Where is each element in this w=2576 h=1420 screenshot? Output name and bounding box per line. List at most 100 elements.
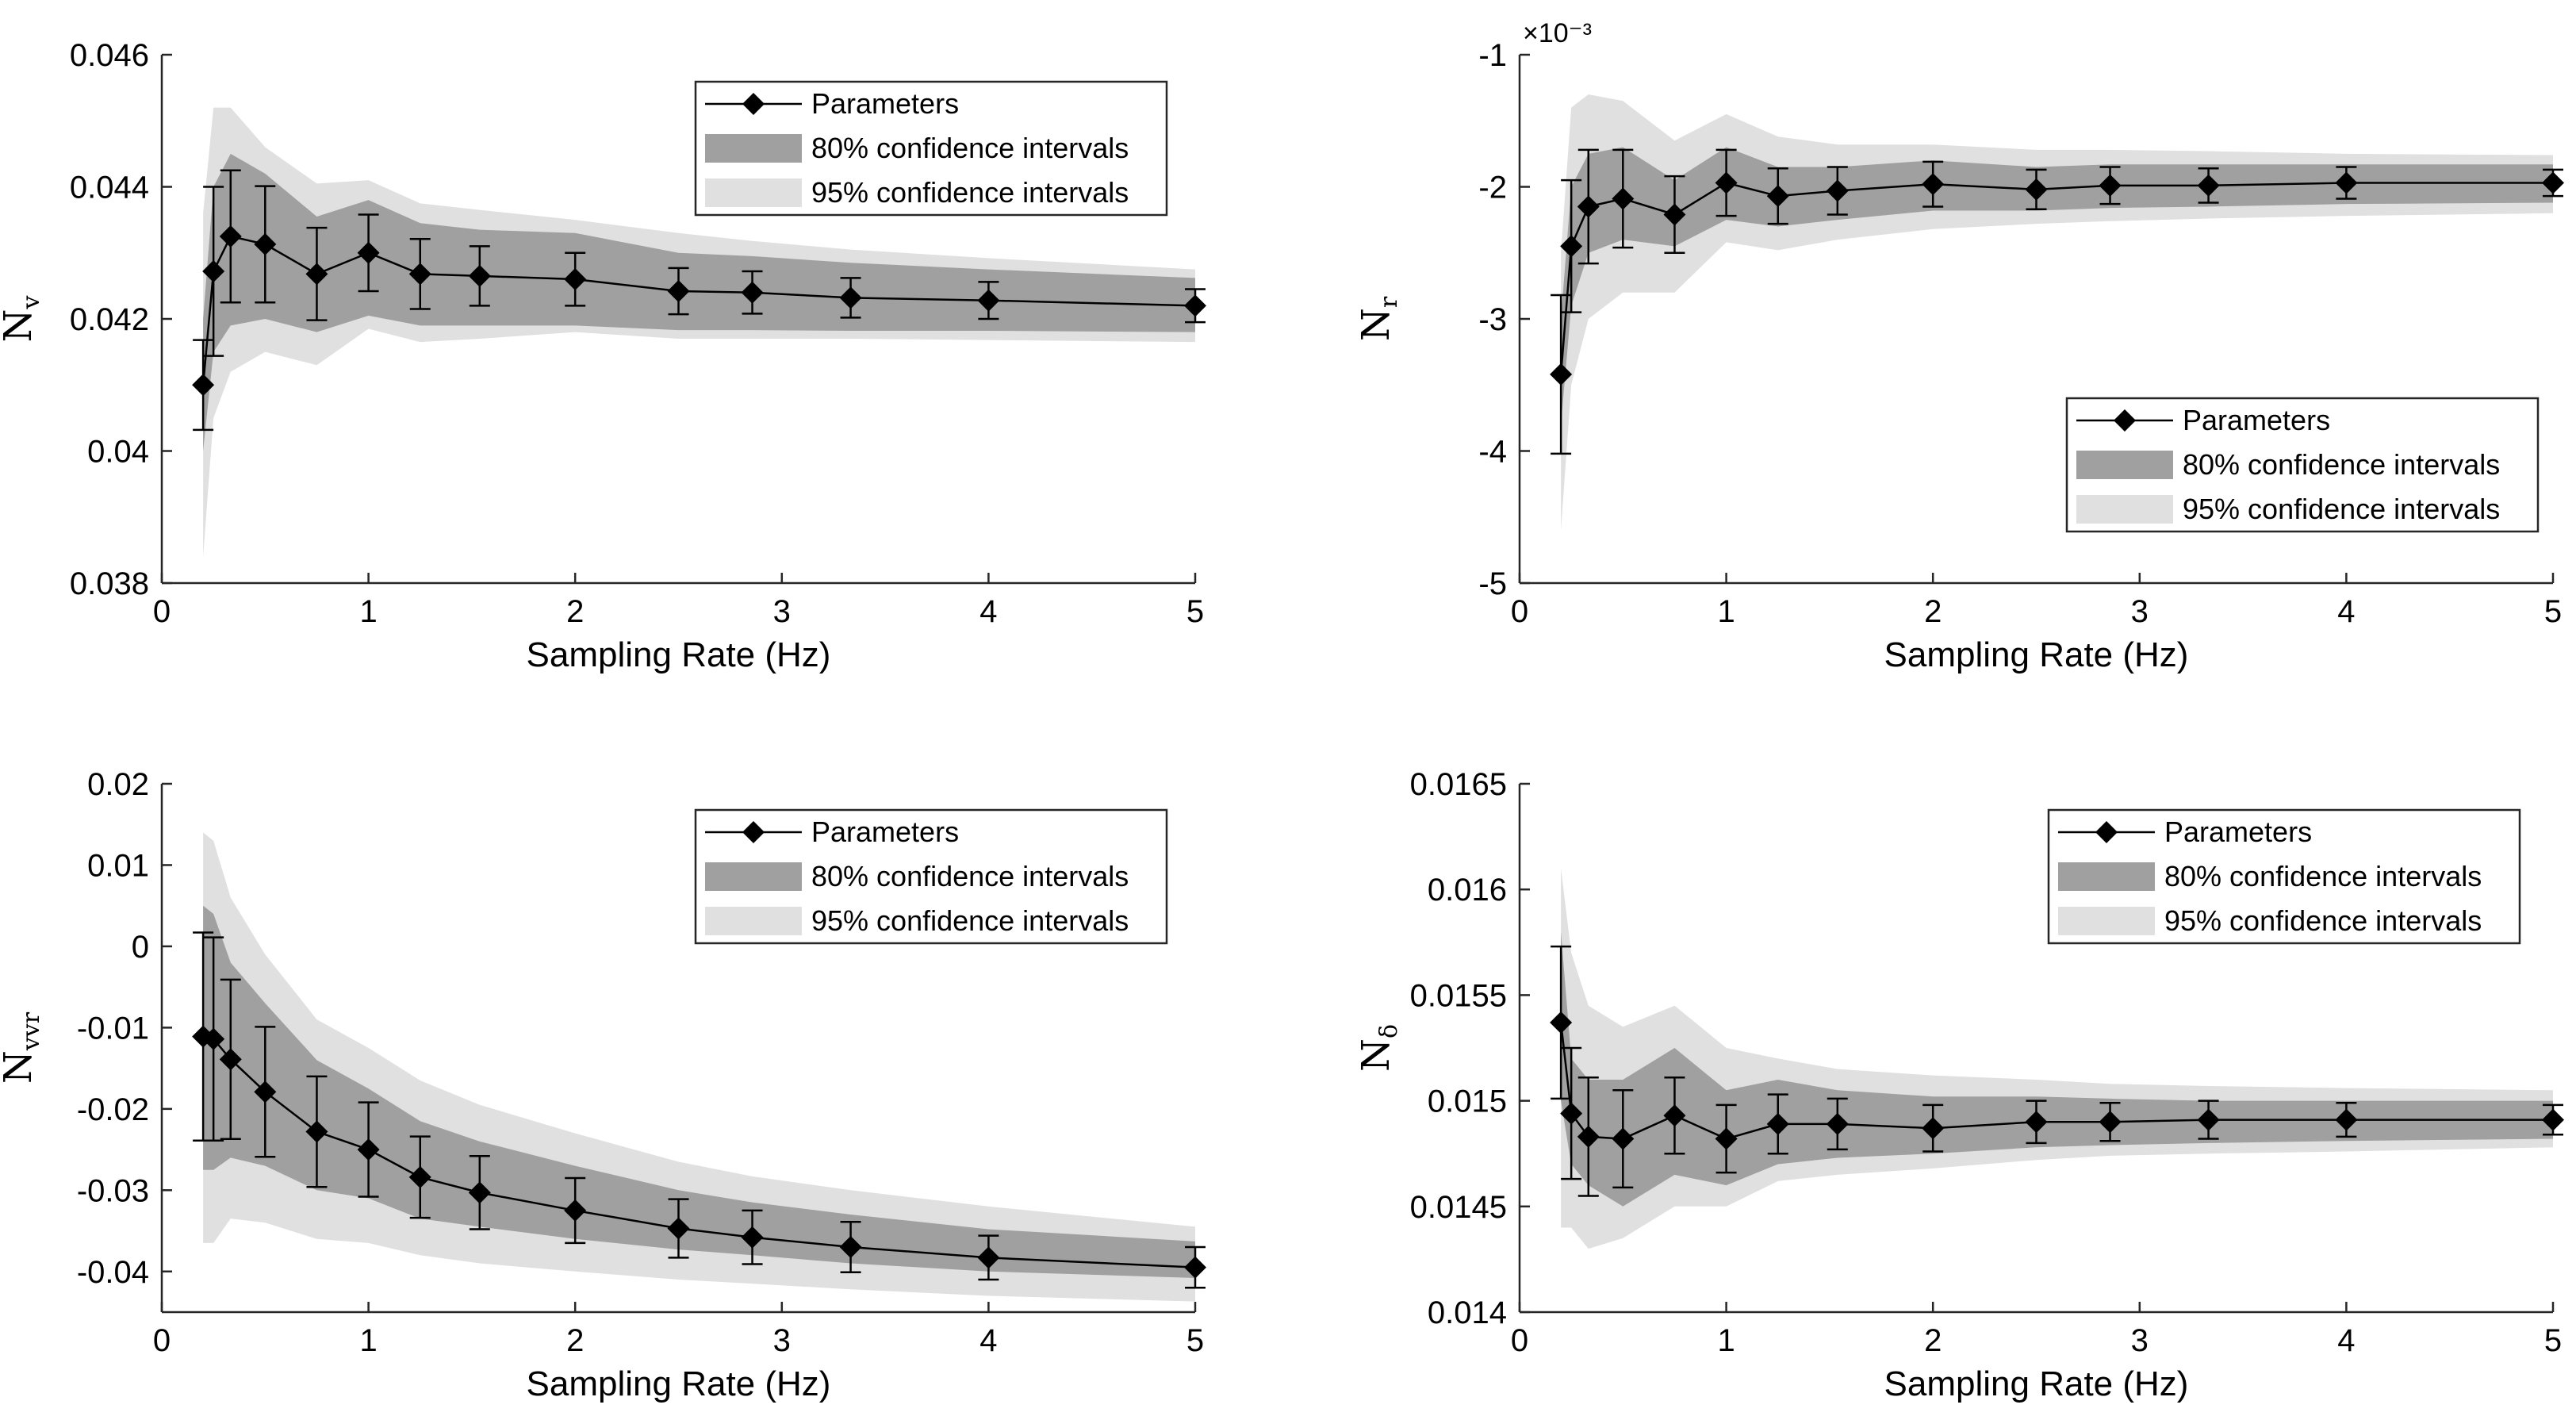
legend-marker-swatch — [2114, 409, 2136, 432]
axis-exponent-label: ×10⁻³ — [1523, 18, 1592, 48]
data-point-marker — [468, 264, 491, 287]
data-point-marker — [2099, 1111, 2122, 1134]
legend: Parameters 80% confidence intervals 95% co… — [2047, 808, 2521, 945]
data-point-marker — [1577, 1125, 1600, 1148]
legend-label: 80% confidence intervals — [811, 860, 1129, 892]
x-axis-title: Sampling Rate (Hz) — [527, 635, 831, 674]
data-point-marker — [202, 260, 225, 283]
data-point-marker — [1560, 235, 1583, 258]
data-point-marker — [1715, 1127, 1738, 1150]
y-tick-label: 0.016 — [1428, 873, 1507, 908]
y-tick-label: -0.01 — [77, 1011, 149, 1046]
legend-ci95-swatch — [705, 178, 802, 207]
data-point-marker — [2335, 1108, 2358, 1131]
y-axis-title-sub: r — [1375, 296, 1403, 308]
y-axis-title: Nr — [1354, 296, 1403, 341]
x-tick-label: 4 — [979, 1323, 997, 1358]
data-point-marker — [357, 241, 380, 264]
y-axis-title-sub: v — [17, 295, 45, 309]
legend-label: Parameters — [2164, 816, 2312, 848]
data-point-marker — [305, 263, 328, 286]
data-point-marker — [2335, 171, 2358, 194]
data-point-marker — [2025, 178, 2048, 201]
legend-ci80-swatch — [2058, 862, 2155, 891]
y-tick-label: -2 — [1478, 171, 1507, 205]
legend-ci80-swatch — [705, 862, 802, 891]
y-tick-label: -5 — [1478, 566, 1507, 601]
y-axis-title-main: N — [1354, 308, 1398, 341]
x-tick-label: 1 — [1717, 594, 1735, 629]
panel-1: 0 1 2 3 4 5 0.038 0.04 0.042 0.044 0.046 Sampling R… — [0, 38, 1206, 674]
legend-label: 95% confidence intervals — [811, 904, 1129, 937]
data-point-marker — [468, 1181, 491, 1204]
data-point-marker — [1766, 1112, 1789, 1135]
x-tick-label: 4 — [979, 594, 997, 629]
y-axis-title: Nvvr — [0, 1011, 45, 1084]
y-tick-label: 0.038 — [70, 566, 149, 601]
y-tick-label: -3 — [1478, 302, 1507, 337]
y-tick-label: -0.04 — [77, 1255, 149, 1290]
data-point-marker — [1663, 203, 1686, 226]
data-point-marker — [2197, 174, 2220, 197]
ci80-band — [1561, 931, 2553, 1207]
y-tick-label: -4 — [1478, 435, 1507, 470]
y-tick-label: 0 — [132, 930, 149, 965]
x-tick-label: 5 — [1186, 594, 1204, 629]
y-axis-title-sub: δ — [1375, 1024, 1403, 1038]
data-point-marker — [202, 1027, 225, 1050]
data-point-marker — [1550, 1011, 1573, 1034]
y-tick-label: -0.03 — [77, 1173, 149, 1208]
x-tick-label: 4 — [2337, 1323, 2355, 1358]
data-point-marker — [1612, 1127, 1635, 1150]
x-tick-label: 1 — [1717, 1323, 1735, 1358]
y-tick-label: -1 — [1478, 38, 1507, 73]
data-point-marker — [977, 289, 1000, 312]
data-point-marker — [219, 1048, 242, 1071]
y-tick-label: 0.0155 — [1410, 978, 1507, 1013]
x-tick-label: 1 — [359, 594, 377, 629]
data-point-marker — [564, 1199, 587, 1222]
legend-label: Parameters — [811, 816, 959, 848]
legend-label: 80% confidence intervals — [811, 132, 1129, 164]
y-axis-title-sub: vvr — [17, 1011, 45, 1051]
legend-label: 80% confidence intervals — [2183, 448, 2500, 481]
y-tick-label: 0.044 — [70, 171, 149, 205]
data-point-marker — [1922, 173, 1945, 196]
ci80-band — [203, 153, 1195, 451]
y-tick-label: 0.042 — [70, 302, 149, 337]
data-point-marker — [219, 225, 242, 248]
x-tick-label: 3 — [2131, 594, 2149, 629]
data-point-marker — [1715, 171, 1738, 194]
legend: Parameters 80% confidence intervals 95% co… — [2065, 397, 2540, 533]
x-tick-label: 0 — [1511, 1323, 1528, 1358]
ci80-band — [1561, 147, 2553, 425]
x-tick-label: 2 — [566, 1323, 584, 1358]
data-point-marker — [1922, 1117, 1945, 1140]
legend-marker-swatch — [2095, 821, 2118, 843]
data-point-marker — [1550, 363, 1573, 386]
x-tick-label: 2 — [566, 594, 584, 629]
x-tick-label: 2 — [1924, 1323, 1942, 1358]
data-point-marker — [1766, 185, 1789, 208]
ci95-band — [203, 107, 1195, 557]
data-point-marker — [2197, 1108, 2220, 1131]
data-point-marker — [1577, 195, 1600, 218]
legend: Parameters 80% confidence intervals 95% co… — [694, 80, 1168, 217]
x-tick-label: 2 — [1924, 594, 1942, 629]
y-tick-label: 0.015 — [1428, 1084, 1507, 1119]
legend-label: Parameters — [811, 87, 959, 120]
data-point-marker — [1826, 1112, 1849, 1135]
legend-marker-swatch — [742, 93, 765, 115]
data-point-marker — [2025, 1111, 2048, 1134]
y-axis-title: Nδ — [1354, 1024, 1403, 1072]
y-tick-label: 0.02 — [87, 767, 149, 802]
data-point-marker — [977, 1246, 1000, 1269]
legend-label: 95% confidence intervals — [2164, 904, 2482, 937]
data-point-marker — [741, 1226, 764, 1249]
data-point-marker — [1184, 294, 1206, 317]
data-point-marker — [192, 374, 215, 397]
data-point-marker — [2099, 174, 2122, 197]
y-axis-title: Nv — [0, 295, 45, 342]
legend-ci80-swatch — [2076, 451, 2173, 479]
